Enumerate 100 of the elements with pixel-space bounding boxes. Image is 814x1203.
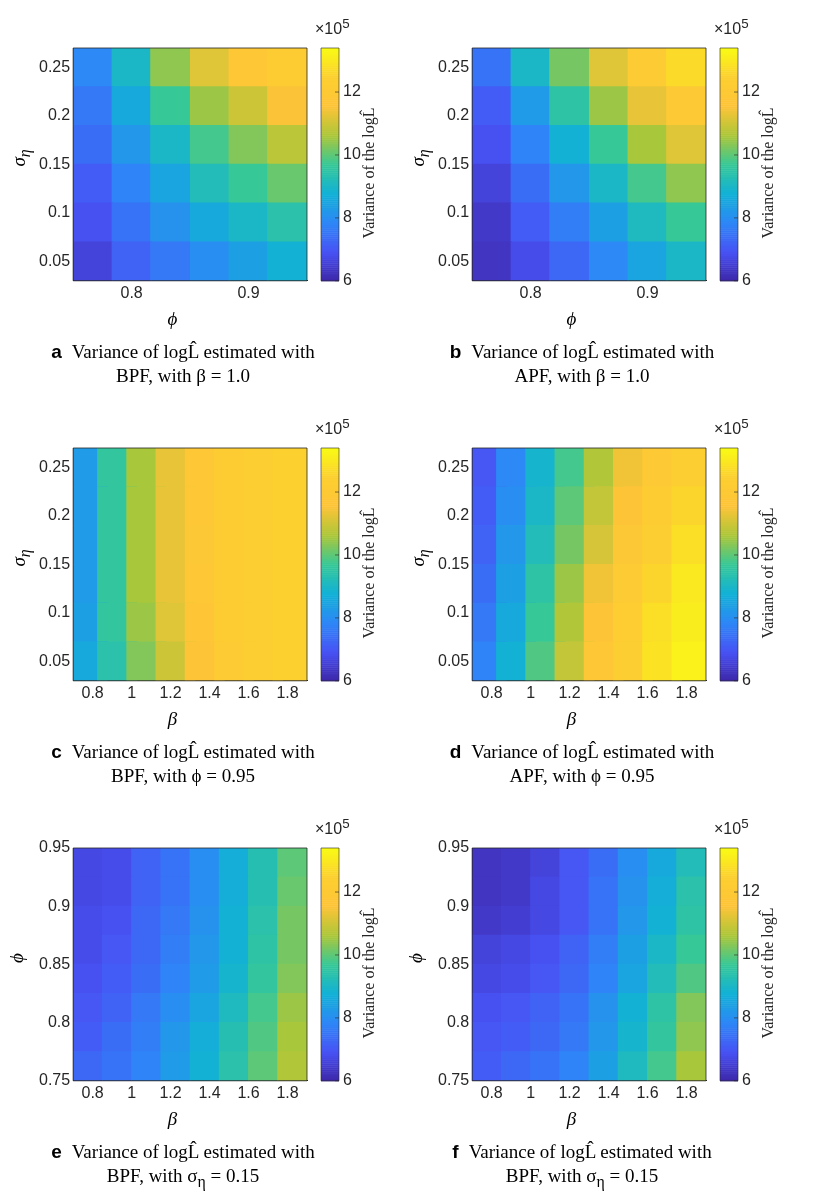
x-tick-label: 0.9 <box>237 283 260 301</box>
y-tick-label: 0.05 <box>438 651 470 669</box>
x-tick-label: 0.8 <box>120 283 143 301</box>
y-tick-label: 0.15 <box>438 154 470 172</box>
point <box>228 86 269 127</box>
y-tick-label: 0.9 <box>446 896 470 914</box>
color-bar-title: Variance of the logL̂ <box>360 507 378 639</box>
color-bar-label: 6 <box>343 1071 352 1089</box>
text: Variance of logL̂ estimated with BPF, with ϕ = 0.95 <box>71 741 315 786</box>
point <box>111 202 152 243</box>
text: ×10$^{5}$ <box>315 16 350 39</box>
color-bar-label: 10 <box>343 145 361 163</box>
point <box>150 125 191 165</box>
color-bar-label: 8 <box>742 208 751 226</box>
point <box>189 125 230 165</box>
color-bar-label: 12 <box>343 482 361 500</box>
y-tick-label: 0.15 <box>39 154 71 172</box>
color-bar-label: 12 <box>343 882 361 900</box>
point <box>267 241 307 281</box>
point <box>472 202 513 243</box>
x-tick-label: 1.8 <box>276 683 299 701</box>
y-tick-label: 0.75 <box>438 1071 470 1089</box>
x-axis-title: ϕ <box>565 308 578 330</box>
color-bar-label: 8 <box>343 608 352 626</box>
x-tick-label: 1.4 <box>198 1083 221 1101</box>
color-bar-label: 12 <box>742 82 760 100</box>
color-bar-label: 8 <box>343 208 352 226</box>
point <box>189 163 230 204</box>
y-tick-label: 0.05 <box>39 651 71 669</box>
point <box>588 202 629 243</box>
point <box>150 202 191 243</box>
point <box>228 241 269 281</box>
point <box>150 48 191 88</box>
point <box>228 125 269 165</box>
color-bar-label: 8 <box>742 608 751 626</box>
point <box>73 125 114 165</box>
point <box>189 202 230 243</box>
text: Variance of logL̂ estimated with APF, with β = 1.0 <box>471 341 715 386</box>
point <box>549 241 590 281</box>
x-axis-title: β <box>565 708 578 730</box>
point <box>510 163 551 204</box>
y-axis-title: ϕ <box>404 953 427 963</box>
text: b <box>449 341 462 362</box>
point <box>73 48 114 88</box>
point <box>228 202 269 243</box>
point <box>510 241 551 281</box>
y-tick-label: 0.15 <box>438 554 470 572</box>
text: ×10$^{5}$ <box>714 416 749 439</box>
point <box>627 202 668 243</box>
color-bar-label: 12 <box>742 482 760 500</box>
color-bar-label: 10 <box>742 945 760 963</box>
point <box>111 163 152 204</box>
text: f <box>452 1141 459 1162</box>
point <box>549 86 590 127</box>
x-tick-label: 1.6 <box>636 1083 659 1101</box>
point <box>510 202 551 243</box>
x-axis-title: β <box>166 708 179 730</box>
x-tick-label: 1.6 <box>636 683 659 701</box>
y-tick-label: 0.2 <box>47 106 71 124</box>
color-bar-title: Variance of the logL̂ <box>360 907 378 1039</box>
x-tick-label: 1.8 <box>675 683 698 701</box>
x-tick-label: 1.4 <box>597 1083 620 1101</box>
color-bar-label: 8 <box>343 1008 352 1026</box>
text: Variance of logL̂ estimated with BPF, with σ$_{η}$ = 0.15 <box>468 1141 712 1190</box>
point <box>588 241 629 281</box>
y-tick-label: 0.25 <box>438 457 470 475</box>
point <box>150 86 191 127</box>
color-bar-label: 10 <box>343 545 361 563</box>
text: c <box>51 741 62 762</box>
color-bar-title: Variance of the logL̂ <box>360 107 378 239</box>
text: ×10$^{5}$ <box>315 416 350 439</box>
point <box>267 86 307 127</box>
color-bar-title: Variance of the logL̂ <box>759 507 777 639</box>
point <box>111 86 152 127</box>
point <box>588 163 629 204</box>
x-tick-label: 1 <box>526 683 536 701</box>
color-bar-label: 6 <box>742 1071 751 1089</box>
y-tick-label: 0.9 <box>47 896 71 914</box>
x-tick-label: 1 <box>127 683 137 701</box>
point <box>111 241 152 281</box>
x-tick-label: 1.8 <box>276 1083 299 1101</box>
point <box>666 125 706 165</box>
y-tick-label: 0.8 <box>446 1013 470 1031</box>
text: a <box>51 341 62 362</box>
color-bar-label: 10 <box>343 945 361 963</box>
color-bar-label: 8 <box>742 1008 751 1026</box>
text: e <box>51 1141 62 1162</box>
point <box>472 48 513 88</box>
color-bar-label: 6 <box>742 271 751 289</box>
point <box>472 86 513 127</box>
color-bar-label: 12 <box>343 82 361 100</box>
y-tick-label: 0.05 <box>438 251 470 269</box>
y-tick-label: 0.85 <box>438 954 470 972</box>
point <box>588 125 629 165</box>
y-tick-label: 0.95 <box>39 838 71 856</box>
point <box>588 48 629 88</box>
point <box>510 86 551 127</box>
point <box>666 163 706 204</box>
x-tick-label: 1.2 <box>558 683 581 701</box>
y-tick-label: 0.2 <box>47 506 71 524</box>
